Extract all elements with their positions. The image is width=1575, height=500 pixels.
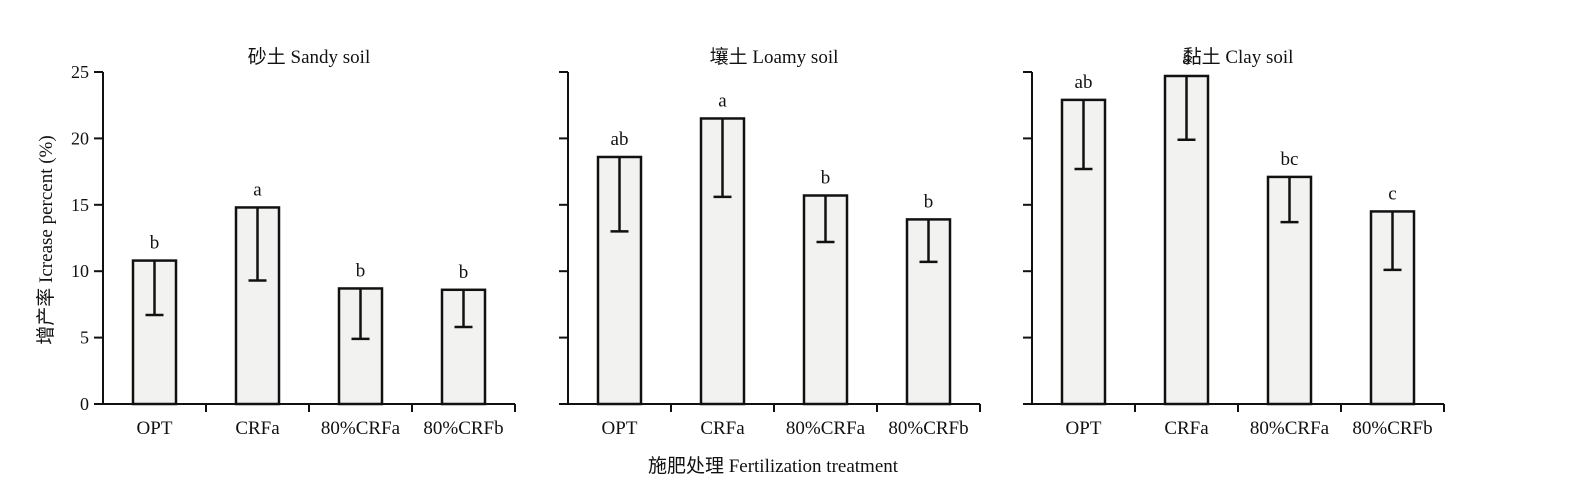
chart-panel-1: 砂土 Sandy soil 0 5 10 15 20 25 b OPT a CRFa b 80%CRFa… [71,46,516,439]
significance-letter: ab [1075,72,1093,93]
significance-letter: a [253,179,262,200]
chart-panel-3: 黏土 Clay soil ab OPT a CRFa bc 80%CRFa c 80%CRFb [1023,46,1445,439]
significance-letter: bc [1281,149,1299,170]
significance-letter: b [356,260,366,281]
y-axis-label: 增产率 Icrease percent (%) [35,135,57,344]
chart-panels: 砂土 Sandy soil 0 5 10 15 20 25 b OPT a CRFa b 80%CRFa… [71,46,1445,439]
chart-panel-2: 壤土 Loamy soil ab OPT a CRFa b 80%CRFa b 80%CRFb [559,46,981,439]
significance-letter: b [924,191,934,212]
significance-letter: ab [611,129,629,150]
x-tick-label: 80%CRFa [786,418,866,439]
bar-80%CRFa [337,287,384,406]
x-tick-label: OPT [137,418,173,439]
x-tick-label: OPT [1066,418,1102,439]
significance-letter: a [718,90,727,111]
significance-letter: b [821,168,831,189]
x-tick-label: CRFa [235,418,280,439]
x-tick-label: CRFa [1164,418,1209,439]
y-tick-label: 25 [71,62,89,82]
panel-title: 黏土 Clay soil [1183,46,1294,68]
x-axis-label: 施肥处理 Fertilization treatment [648,455,899,477]
x-tick-label: CRFa [700,418,745,439]
panel-title: 壤土 Loamy soil [710,46,839,68]
y-tick-label: 0 [80,394,89,414]
y-tick-label: 5 [80,328,89,348]
significance-letter: b [459,262,469,283]
significance-letter: c [1388,183,1396,204]
significance-letter: b [150,233,160,254]
y-tick-label: 20 [71,128,89,148]
y-tick-label: 10 [71,261,89,281]
x-tick-label: OPT [602,418,638,439]
y-tick-label: 15 [71,195,89,215]
x-tick-label: 80%CRFb [423,418,503,439]
x-tick-label: 80%CRFa [1250,418,1330,439]
x-tick-label: 80%CRFa [321,418,401,439]
x-tick-label: 80%CRFb [888,418,968,439]
panel-title: 砂土 Sandy soil [248,46,370,68]
x-tick-label: 80%CRFb [1352,418,1432,439]
significance-letter: a [1182,48,1191,69]
